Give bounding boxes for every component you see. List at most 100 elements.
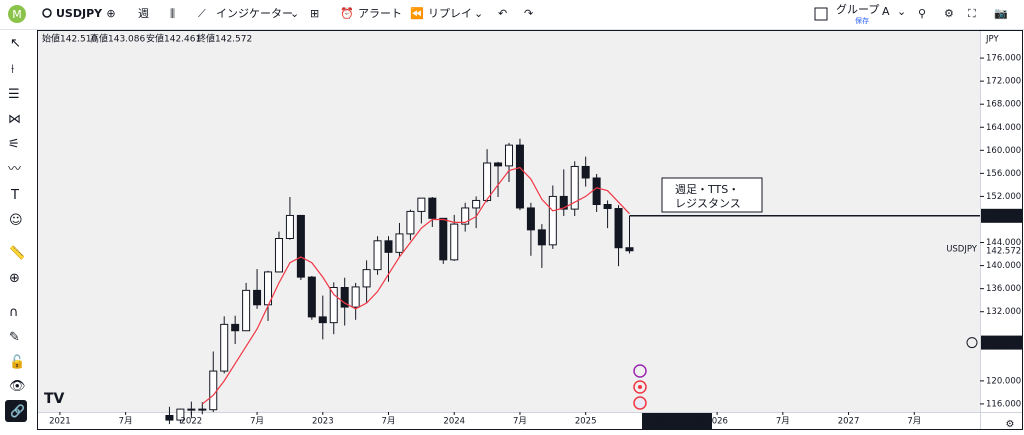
symbol[interactable]: USDJPY [56,7,103,20]
x-tick-label: 2024 [443,417,465,427]
interval[interactable]: 週 [138,7,149,20]
candle-body [406,210,415,235]
x-tick-label: 2022 [181,417,203,427]
candle-body [187,408,196,411]
add-symbol[interactable]: ⊕ [106,7,115,20]
chart-type[interactable]: ⫼ [170,7,175,20]
line-tool[interactable]: ⟊ [11,62,15,77]
note-line: レジスタンス [675,197,741,210]
settings[interactable]: ⚙ [944,7,954,20]
y-tick-label: 144.000 [986,238,1021,248]
magnet-tool[interactable]: ∩ [9,305,19,320]
candle-body [340,286,349,308]
dropdown[interactable]: ⌄ [474,7,483,20]
snapshot[interactable]: 📷 [994,7,1008,20]
chart-frame [37,30,1023,430]
zoom-tool[interactable]: ⊕ [9,271,20,286]
redo[interactable]: ↷ [524,7,533,20]
layout-icon[interactable]: ⊞ [310,7,319,20]
x-tick-label: 7月 [907,417,921,427]
drawing-tools: ↖ ⟊ ☰ ⋈ ⚟ 〰 T ☺ 📏 ⊕ ∩ ✎ 🔓 👁 [8,36,26,394]
candle-body [176,408,185,421]
group-letter[interactable]: A [882,5,890,18]
lock-draw[interactable]: ✎ [9,330,20,345]
avatar[interactable] [8,5,26,23]
note-box[interactable] [661,177,763,213]
visibility[interactable]: 👁 [9,379,26,394]
candle-body [318,316,327,324]
symbol-label: USDJPY [946,244,978,254]
candle-body [351,286,360,308]
fullscreen[interactable]: ⛶ [968,7,976,20]
candle-body [274,238,283,273]
plot-area [38,31,980,412]
candle-body [570,165,579,210]
y-tick-label: 116.000 [986,399,1021,409]
ruler-tool[interactable]: 📏 [9,245,25,261]
brush-tool[interactable]: 〰 [8,162,21,177]
legend-close: 終値142.572 [197,33,252,45]
lock[interactable]: 🔓 [9,354,25,370]
prediction-tool[interactable]: ⚟ [8,137,20,152]
y-tick-label: 140.000 [986,261,1021,271]
y-tick-label: 160.000 [986,146,1021,156]
candle-body [220,323,229,372]
candle-body [285,214,294,240]
pattern-tool[interactable]: ⋈ [8,112,21,127]
dropdown[interactable]: ⌄ [897,5,906,18]
crosshair-price: 126.641 [985,338,1020,348]
dropdown[interactable]: ⌄ [290,7,299,20]
y-tick-label: 172.000 [986,77,1021,87]
event-icon[interactable] [633,364,647,378]
price-label: 148.637 [985,211,1020,221]
x-tick-label: 7月 [250,417,264,427]
replay-icon: ⏪ [410,7,424,20]
candle-body [494,162,503,167]
icon-tool[interactable]: ☺ [9,213,23,228]
candle-body [198,408,207,411]
event-icon[interactable] [633,396,647,410]
candle-body [537,229,546,246]
axis-settings[interactable]: ⚙ [1006,419,1015,430]
last-price-label: 142.572 [986,246,1021,256]
x-tick-label: 2025 [575,417,597,427]
candle-body [439,217,448,261]
text-tool[interactable]: T [10,188,19,203]
alert[interactable]: アラート [358,7,402,20]
y-tick-label: 168.000 [986,100,1021,110]
event-icon[interactable] [633,380,647,394]
search-icon[interactable] [42,8,52,18]
moving-average [201,166,630,405]
candle-body [450,223,459,261]
link-button[interactable] [5,400,27,422]
legend-low: 安値142.461 [146,33,201,45]
candle-body [472,199,481,209]
candle-body [253,289,262,306]
candle-body [581,165,590,179]
alert-icon: ⏰ [340,6,354,20]
candle-body [526,207,535,231]
fib-tool[interactable]: ☰ [8,87,20,102]
candle-body [296,214,305,278]
candle-body [307,276,316,318]
replay[interactable]: リプレイ [428,7,472,20]
y-tick-label: 120.000 [986,376,1021,386]
candle-body [461,207,470,225]
crosshair-add [966,337,978,349]
y-tick-label: 164.000 [986,123,1021,133]
logo: TV [44,391,65,407]
plot [165,138,634,425]
indicators[interactable]: インジケーター [216,7,293,20]
layout-button[interactable] [814,7,828,21]
group[interactable]: グループ [836,2,879,16]
x-tick-label: 2027 [838,417,860,427]
cursor-tool[interactable]: ↖ [10,36,21,51]
candle-body [614,208,623,249]
currency: JPY [985,35,999,45]
legend-high: 高値143.086 [90,33,145,45]
save[interactable]: 保存 [855,16,869,25]
note-line: 週足・TTS・ [675,183,739,196]
quick-search[interactable]: ⚲ [918,7,926,20]
undo[interactable]: ↶ [498,7,507,20]
